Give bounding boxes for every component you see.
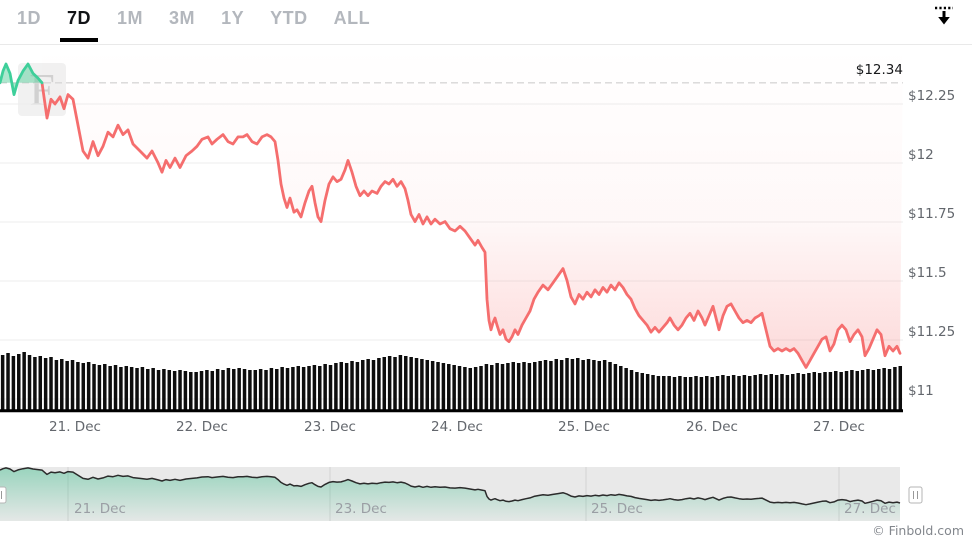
tab-3m[interactable]: 3M [169,8,196,28]
navigator[interactable] [0,467,923,521]
y-tick-label: $11.5 [908,265,947,281]
navigator-tick-label: 27. Dec [844,501,896,517]
volume-bars [0,352,903,410]
range-tabs: 1D 7D 1M 3M 1Y YTD ALL [10,0,389,42]
x-tick-label: 25. Dec [558,419,610,435]
download-icon [935,6,953,25]
credit-link[interactable]: © Finbold.com [872,523,964,538]
navigator-tick-label: 25. Dec [591,501,643,517]
open-price-label: $12.34 [855,62,903,78]
x-tick-label: 23. Dec [304,419,356,435]
navigator-series [0,467,901,521]
x-tick-label: 21. Dec [49,419,101,435]
navigator-left-handle[interactable] [0,486,7,504]
y-tick-label: $11.25 [908,324,956,340]
range-selector: 1D 7D 1M 3M 1Y YTD ALL [0,0,972,44]
tab-1m[interactable]: 1M [117,8,144,28]
tab-ytd[interactable]: YTD [270,8,308,28]
price-line [0,62,902,369]
x-tick-label: 22. Dec [176,419,228,435]
tab-7d[interactable]: 7D [60,0,99,42]
header-divider [0,44,972,45]
y-tick-label: $11.75 [908,206,956,222]
download-button[interactable] [930,4,958,30]
x-tick-label: 24. Dec [431,419,483,435]
below-open-shading [42,48,903,368]
navigator-tick-label: 23. Dec [335,501,387,517]
tab-all[interactable]: ALL [333,8,371,28]
x-tick-label: 27. Dec [813,419,865,435]
navigator-tick-label: 21. Dec [74,501,126,517]
chart-plot-area[interactable] [0,45,903,411]
tab-1d[interactable]: 1D [17,8,42,28]
tab-1y[interactable]: 1Y [221,8,245,28]
y-tick-label: $12 [908,147,934,163]
y-tick-label: $12.25 [908,88,956,104]
y-tick-label: $11 [908,383,934,399]
navigator-right-handle[interactable] [908,486,923,504]
x-tick-label: 26. Dec [686,419,738,435]
